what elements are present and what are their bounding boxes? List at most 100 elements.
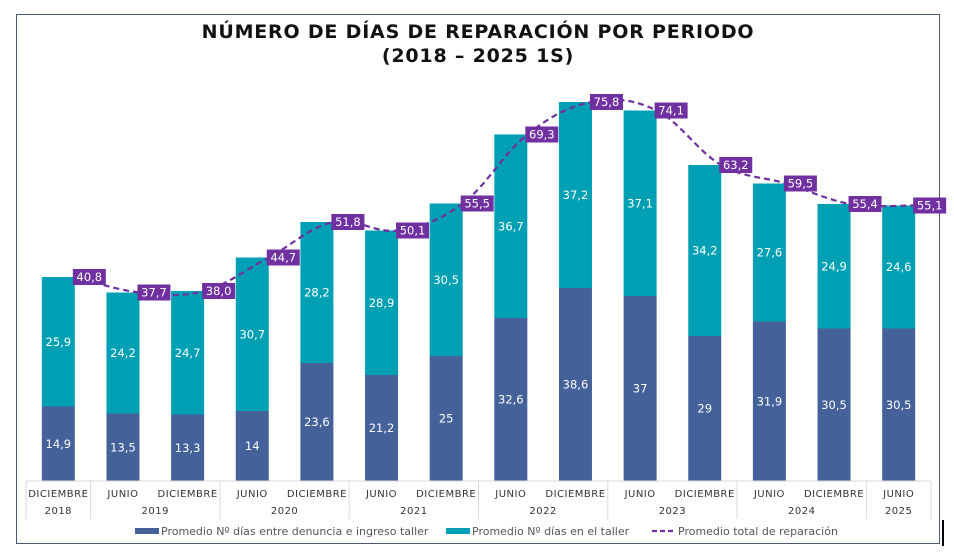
data-label-dias-en-taller: 28,9 xyxy=(369,296,395,310)
bar-segment-dias-ingreso-taller xyxy=(171,414,205,481)
category-tick-label: DICIEMBRE xyxy=(416,489,476,500)
legend-label: Promedio Nº días entre denuncia e ingres… xyxy=(161,525,429,538)
data-label-dias-en-taller: 25,9 xyxy=(46,335,72,349)
bar-segment-dias-en-taller xyxy=(106,292,140,414)
bar-segment-dias-ingreso-taller xyxy=(817,328,851,481)
year-group-label: 2025 xyxy=(885,506,912,517)
data-label-dias-ingreso-taller: 14 xyxy=(245,439,260,453)
line-data-label: 37,7 xyxy=(141,286,167,300)
category-tick-label: JUNIO xyxy=(753,489,785,500)
line-label-box xyxy=(460,195,494,212)
line-data-label: 75,8 xyxy=(594,95,620,109)
bar-segment-dias-en-taller xyxy=(494,134,528,318)
bar-segment-dias-en-taller xyxy=(365,230,399,375)
category-tick-label: DICIEMBRE xyxy=(28,489,88,500)
line-label-box xyxy=(913,197,947,214)
data-label-dias-ingreso-taller: 13,5 xyxy=(110,440,136,454)
line-data-label: 38,0 xyxy=(206,284,232,298)
data-label-dias-ingreso-taller: 38,6 xyxy=(563,378,589,392)
bar-segment-dias-ingreso-taller xyxy=(429,356,463,481)
bar-segment-dias-en-taller xyxy=(171,291,205,415)
line-data-label: 40,8 xyxy=(77,270,103,284)
data-label-dias-ingreso-taller: 23,6 xyxy=(304,415,330,429)
line-label-box xyxy=(719,157,753,173)
chart-title: NÚMERO DE DÍAS DE REPARACIÓN POR PERIODO… xyxy=(16,20,940,68)
bar-segment-dias-en-taller xyxy=(558,102,592,288)
year-group-label: 2022 xyxy=(529,506,556,517)
category-tick-label: JUNIO xyxy=(365,489,397,500)
line-data-label: 55,5 xyxy=(464,197,490,211)
bar-segment-dias-en-taller xyxy=(429,203,463,356)
bar-segment-dias-en-taller xyxy=(882,205,916,329)
line-label-box xyxy=(589,94,623,110)
bar-segment-dias-ingreso-taller xyxy=(106,413,140,481)
year-group-label: 2018 xyxy=(45,506,72,517)
data-label-dias-en-taller: 36,7 xyxy=(498,219,524,233)
line-data-label: 59,5 xyxy=(788,177,814,191)
line-label-box xyxy=(783,175,817,192)
data-label-dias-ingreso-taller: 30,5 xyxy=(886,398,912,412)
year-group-label: 2021 xyxy=(400,506,427,517)
category-tick-label: DICIEMBRE xyxy=(804,489,864,500)
bar-segment-dias-ingreso-taller xyxy=(235,411,269,481)
category-tick-label: DICIEMBRE xyxy=(287,489,347,500)
data-label-dias-ingreso-taller: 25 xyxy=(439,412,454,426)
line-label-box xyxy=(331,214,365,230)
bar-segment-dias-en-taller xyxy=(752,183,786,322)
data-label-dias-ingreso-taller: 32,6 xyxy=(498,393,524,407)
data-label-dias-en-taller: 30,7 xyxy=(239,327,265,341)
legend: Promedio Nº días entre denuncia e ingres… xyxy=(135,525,838,538)
data-label-dias-en-taller: 28,2 xyxy=(304,286,330,300)
data-label-dias-ingreso-taller: 29 xyxy=(697,402,712,416)
line-data-label: 55,1 xyxy=(917,199,943,213)
category-tick-label: DICIEMBRE xyxy=(545,489,605,500)
bar-segment-dias-en-taller xyxy=(235,257,269,411)
year-group-label: 2023 xyxy=(659,506,686,517)
data-label-dias-en-taller: 24,9 xyxy=(821,259,847,273)
edge-mark xyxy=(942,520,944,546)
line-data-label: 69,3 xyxy=(529,128,555,142)
bar-segment-dias-en-taller xyxy=(688,165,722,336)
category-tick-label: JUNIO xyxy=(624,489,656,500)
bar-segment-dias-ingreso-taller xyxy=(300,363,334,481)
data-label-dias-en-taller: 30,5 xyxy=(433,273,459,287)
data-label-dias-en-taller: 34,2 xyxy=(692,244,718,258)
bar-segment-dias-ingreso-taller xyxy=(688,336,722,481)
data-label-dias-ingreso-taller: 37 xyxy=(633,382,648,396)
category-tick-label: JUNIO xyxy=(494,489,526,500)
data-label-dias-ingreso-taller: 21,2 xyxy=(369,421,395,435)
category-tick-label: JUNIO xyxy=(106,489,138,500)
bar-segment-dias-ingreso-taller xyxy=(494,318,528,481)
bar-segment-dias-en-taller xyxy=(41,277,75,407)
legend-label: Promedio Nº días en el taller xyxy=(472,525,630,538)
data-label-dias-en-taller: 24,6 xyxy=(886,260,912,274)
line-data-label: 44,7 xyxy=(270,251,296,265)
data-label-dias-ingreso-taller: 30,5 xyxy=(821,398,847,412)
bar-segment-dias-ingreso-taller xyxy=(882,328,916,481)
line-layer: 40,8 37,7 38,0 44,7 51,8 50,1 55,5 69,3 75,8 74,1… xyxy=(72,94,947,301)
data-label-dias-ingreso-taller: 13,3 xyxy=(175,441,201,455)
line-label-box xyxy=(72,269,106,285)
data-label-dias-en-taller: 37,2 xyxy=(563,188,589,202)
data-label-dias-en-taller: 27,6 xyxy=(757,246,783,260)
bar-segment-dias-ingreso-taller xyxy=(752,321,786,481)
data-label-dias-en-taller: 24,2 xyxy=(110,346,136,360)
bar-segment-dias-en-taller xyxy=(300,222,334,363)
line-label-box xyxy=(266,249,300,266)
line-data-label: 63,2 xyxy=(723,158,749,172)
data-label-dias-en-taller: 24,7 xyxy=(175,346,201,360)
line-label-box xyxy=(654,102,688,119)
line-data-label: 74,1 xyxy=(658,104,684,118)
line-data-label: 55,4 xyxy=(852,197,878,211)
bar-segment-dias-ingreso-taller xyxy=(365,375,399,481)
bar-segment-dias-ingreso-taller xyxy=(41,406,75,481)
year-group-label: 2020 xyxy=(271,506,298,517)
data-label-dias-ingreso-taller: 14,9 xyxy=(46,437,72,451)
category-tick-label: DICIEMBRE xyxy=(158,489,218,500)
line-data-label: 50,1 xyxy=(400,224,426,238)
line-label-box xyxy=(202,283,236,299)
line-label-box xyxy=(525,126,559,143)
line-label-box xyxy=(396,222,430,239)
data-label-dias-en-taller: 37,1 xyxy=(627,196,653,210)
